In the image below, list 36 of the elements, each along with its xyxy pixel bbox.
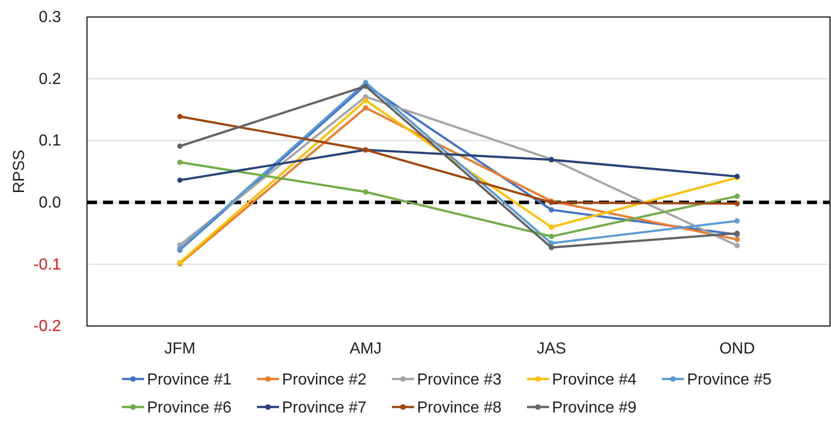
y-tick-label: 0.0 — [38, 194, 62, 212]
point — [734, 243, 740, 248]
legend-label: Province #8 — [417, 400, 502, 416]
point — [734, 194, 740, 199]
point — [362, 189, 368, 195]
point — [177, 144, 183, 149]
legend-label: Province #1 — [147, 372, 232, 388]
y-tick-label: -0.1 — [33, 256, 62, 274]
point — [177, 178, 183, 183]
legend-label: Province #3 — [417, 372, 502, 388]
legend-label: Province #7 — [282, 400, 367, 416]
point — [734, 218, 740, 224]
point — [177, 114, 183, 120]
legend-label: Province #5 — [687, 372, 772, 388]
point — [362, 105, 368, 110]
point — [548, 244, 554, 250]
point — [734, 236, 740, 242]
legend-label: Province #9 — [552, 400, 637, 416]
legend-label: Province #4 — [552, 372, 637, 388]
point — [548, 207, 554, 212]
point — [734, 200, 740, 206]
y-axis-title: RPSS — [11, 150, 28, 194]
point — [548, 224, 554, 230]
x-tick-label: AMJ — [350, 340, 382, 358]
y-tick-label: 0.2 — [38, 70, 62, 88]
x-tick-label: JFM — [164, 340, 196, 358]
legend-label: Province #2 — [282, 372, 367, 388]
y-tick-label: -0.2 — [33, 318, 62, 336]
point — [362, 98, 368, 104]
x-tick-label: JAS — [536, 340, 566, 358]
y-tick-label: 0.1 — [38, 132, 62, 150]
point — [177, 160, 183, 165]
x-tick-label: OND — [719, 340, 755, 358]
legend-label: Province #6 — [147, 400, 232, 416]
point — [548, 234, 554, 240]
y-tick-label: 0.3 — [38, 9, 62, 26]
